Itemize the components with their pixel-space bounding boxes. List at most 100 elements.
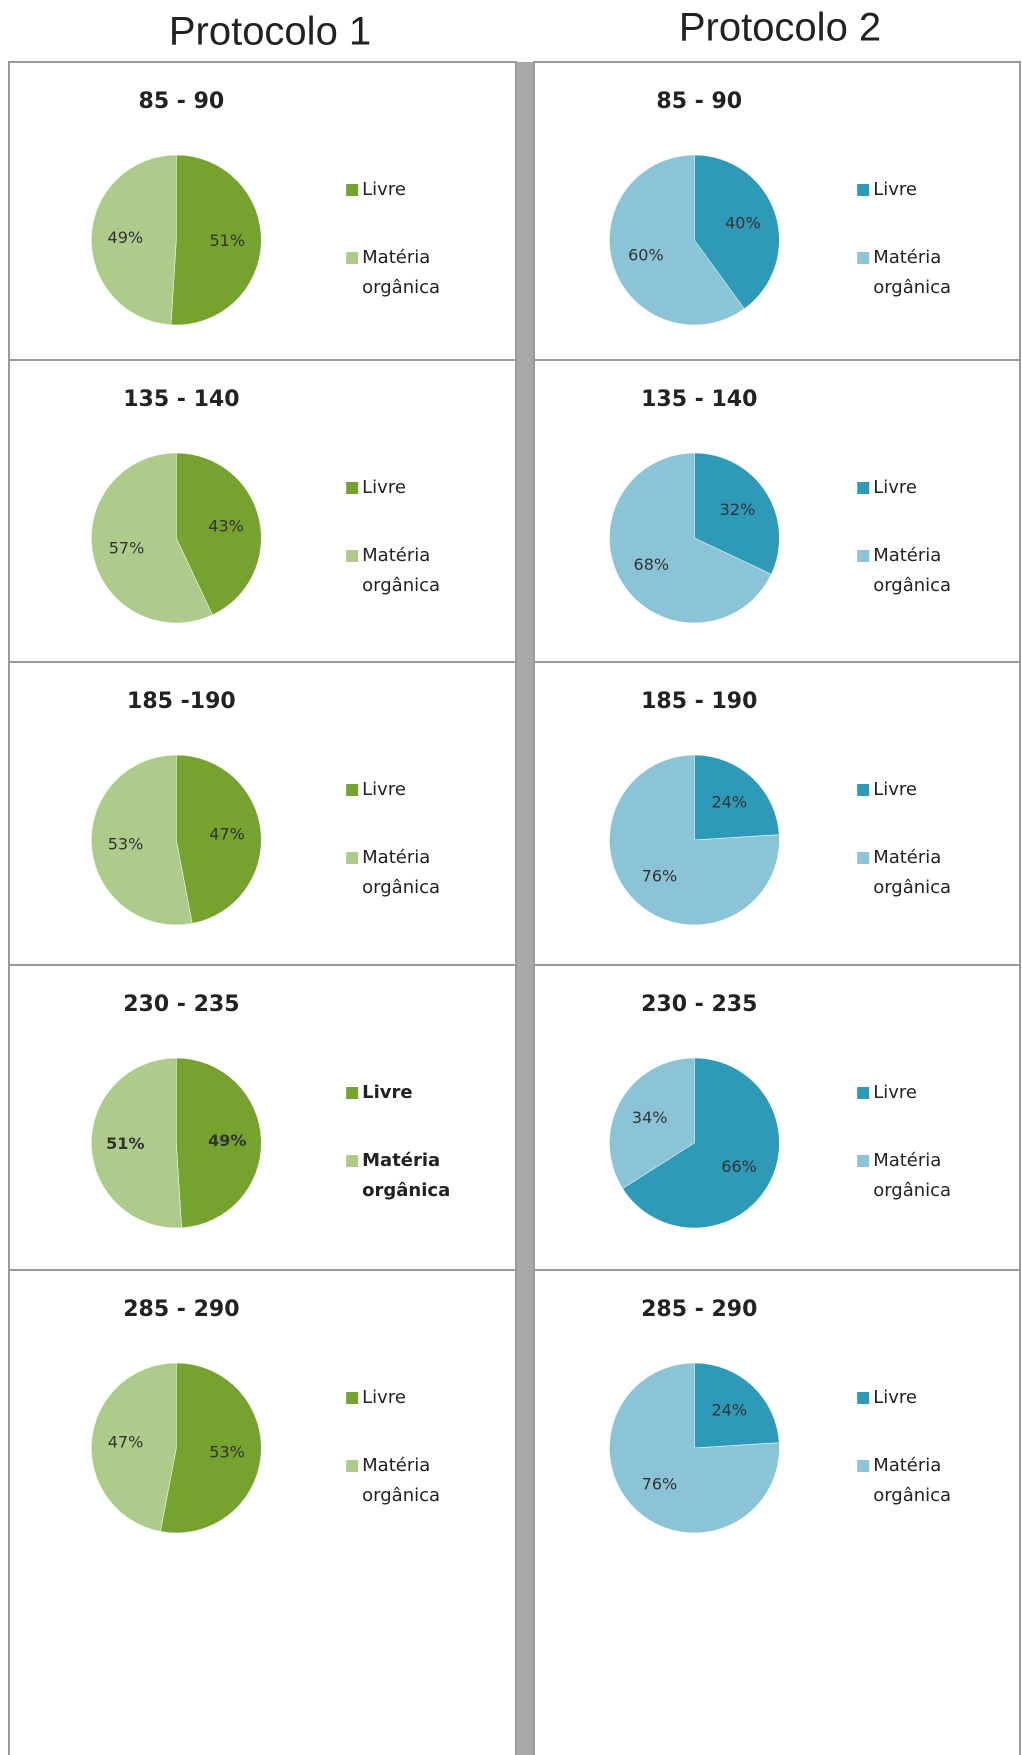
pie-slice (694, 1362, 780, 1449)
legend-label: Livre (873, 477, 917, 498)
legend-swatch (857, 184, 870, 196)
slice-label: 66% (721, 1157, 757, 1176)
legend-swatch (857, 784, 870, 796)
slice-label: 43% (208, 516, 244, 535)
pie-slice (160, 1362, 262, 1534)
legend-swatch (857, 550, 870, 562)
chart-panel (533, 964, 1021, 1271)
pie-slice (176, 754, 262, 924)
legend-swatch (346, 252, 359, 264)
legend-label: Matéria orgânica (362, 1455, 440, 1506)
pie-slice (694, 154, 780, 310)
legend-swatch (346, 1087, 359, 1099)
pie-slice (609, 452, 772, 624)
chart-panel (8, 964, 517, 1271)
legend-label: Matéria orgânica (873, 545, 951, 596)
legend-swatch (857, 1087, 870, 1099)
slice-label: 60% (628, 245, 664, 264)
slice-label: 68% (634, 555, 670, 574)
slice-label: 40% (725, 214, 761, 233)
legend-label: Livre (873, 179, 917, 200)
legend-swatch (857, 482, 870, 494)
legend-label: Matéria orgânica (362, 247, 440, 298)
legend-swatch (346, 852, 359, 864)
chart-panel (8, 661, 517, 966)
slice-label: 47% (108, 1433, 144, 1452)
legend-swatch (346, 1155, 359, 1167)
legend-swatch (857, 1460, 870, 1472)
chart-title: 285 - 290 (641, 1297, 757, 1322)
chart-title: 285 - 290 (123, 1297, 239, 1322)
slice-label: 51% (210, 231, 246, 250)
legend-swatch (857, 1392, 870, 1404)
column-header: Protocolo 1 (169, 10, 371, 54)
legend-label: Livre (362, 179, 406, 200)
chart-title: 185 -190 (127, 689, 236, 714)
pie-slice (91, 1057, 182, 1229)
slice-label: 51% (106, 1134, 144, 1153)
pie-slice (176, 452, 262, 616)
chart-title: 230 - 235 (641, 992, 757, 1017)
chart-title: 185 - 190 (641, 689, 757, 714)
pie-slice (609, 1057, 695, 1189)
legend-swatch (346, 784, 359, 796)
slice-label: 32% (720, 500, 756, 519)
chart-title: 230 - 235 (123, 992, 239, 1017)
legend-swatch (346, 482, 359, 494)
chart-panel (8, 359, 517, 663)
slice-label: 53% (108, 834, 144, 853)
column-header: Protocolo 2 (679, 6, 881, 50)
pie-slice (91, 1362, 177, 1532)
legend-swatch (346, 550, 359, 562)
legend-label: Livre (873, 1082, 917, 1103)
legend-swatch (346, 1392, 359, 1404)
slice-label: 57% (109, 539, 145, 558)
column-divider (516, 62, 534, 1755)
pie-slice (91, 154, 177, 326)
slice-label: 24% (712, 792, 748, 811)
pie-slice (694, 452, 780, 575)
legend-label: Livre (873, 779, 917, 800)
pie-slice (170, 154, 262, 326)
chart-title: 85 - 90 (139, 89, 225, 114)
legend-label: Livre (362, 477, 406, 498)
legend-swatch (857, 852, 870, 864)
legend-label: Livre (362, 1082, 412, 1103)
slice-label: 34% (632, 1108, 668, 1127)
legend-label: Matéria orgânica (362, 847, 440, 898)
slice-label: 76% (642, 1475, 678, 1494)
chart-title: 135 - 140 (641, 387, 757, 412)
legend-label: Livre (362, 1387, 406, 1408)
legend-label: Matéria orgânica (873, 1455, 951, 1506)
legend-swatch (857, 1155, 870, 1167)
pie-slice (694, 754, 780, 841)
legend-swatch (857, 252, 870, 264)
legend-swatch (346, 1460, 359, 1472)
slice-label: 47% (209, 825, 245, 844)
chart-panel (8, 61, 517, 361)
legend-label: Matéria orgânica (362, 545, 440, 596)
legend-swatch (346, 184, 359, 196)
legend-label: Matéria orgânica (362, 1150, 450, 1201)
chart-panel (533, 359, 1021, 663)
pie-slice (622, 1057, 780, 1229)
slice-label: 76% (642, 867, 678, 886)
chart-panel (533, 1269, 1021, 1755)
pie-slice (609, 1362, 780, 1534)
pie-slice (91, 452, 213, 624)
chart-title: 85 - 90 (656, 89, 742, 114)
slice-label: 24% (712, 1400, 748, 1419)
pie-slice (91, 754, 193, 926)
slice-label: 49% (208, 1131, 246, 1150)
legend-label: Matéria orgânica (873, 1150, 951, 1201)
chart-panel (8, 1269, 517, 1755)
slice-label: 49% (108, 228, 144, 247)
legend-label: Livre (362, 779, 406, 800)
legend-label: Livre (873, 1387, 917, 1408)
pie-slice (176, 1057, 262, 1229)
slice-label: 53% (209, 1442, 245, 1461)
pie-slice (609, 754, 780, 926)
legend-label: Matéria orgânica (873, 847, 951, 898)
chart-title: 135 - 140 (123, 387, 239, 412)
